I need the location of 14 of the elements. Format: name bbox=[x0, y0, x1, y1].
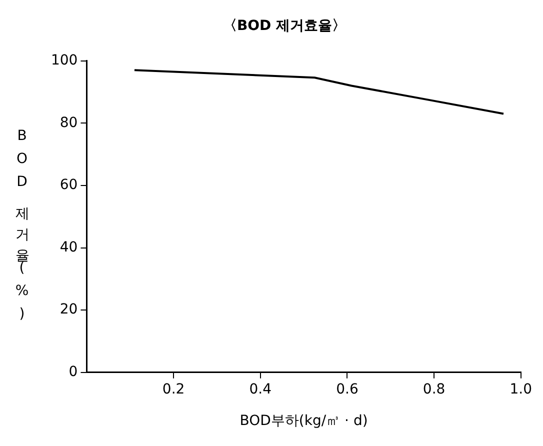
y-tick-label: 40 bbox=[60, 239, 78, 256]
y-tick-label: 80 bbox=[60, 114, 78, 131]
x-tick-label: 0.6 bbox=[336, 381, 358, 398]
y-tick-label: 20 bbox=[60, 302, 78, 318]
x-tick-label: 0.4 bbox=[249, 381, 272, 398]
y-tick-label: 60 bbox=[60, 177, 78, 194]
y-tick-label: 100 bbox=[50, 52, 78, 68]
x-tick-label: 1.0 bbox=[510, 381, 532, 398]
y-tick-label: 0 bbox=[68, 364, 78, 380]
x-tick-label: 0.2 bbox=[162, 381, 185, 398]
x-axis-title: BOD부하(kg/㎥ · d) bbox=[240, 413, 368, 430]
y-axis-title: BOD제거율(%) bbox=[13, 128, 31, 329]
chart-title: 〈BOD 제거효율〉 bbox=[222, 18, 346, 34]
x-tick-label: 0.8 bbox=[422, 381, 446, 398]
